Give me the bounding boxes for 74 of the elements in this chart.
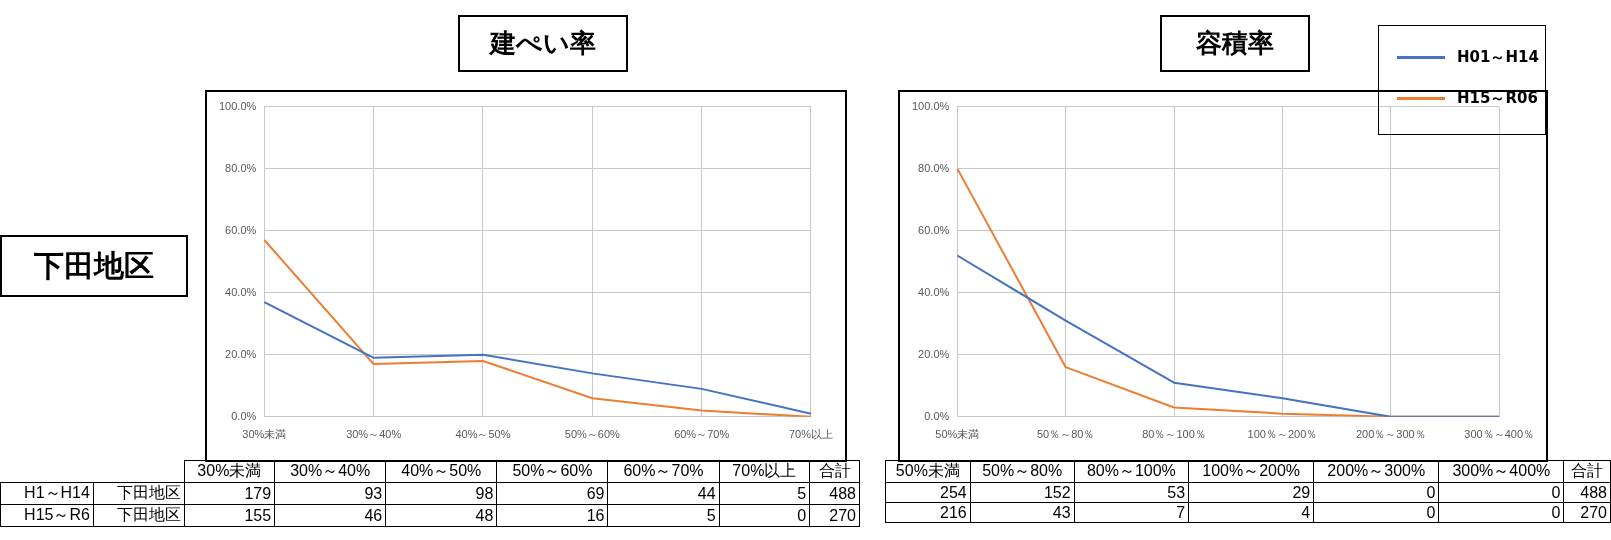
- text: 0: [719, 504, 810, 527]
- text: 0: [1438, 502, 1564, 523]
- category-label: 合計: [1563, 460, 1611, 483]
- text: 69: [496, 482, 608, 505]
- category-label: 200%～300%: [1313, 460, 1439, 483]
- x-tick-label: 80％～100％: [1142, 428, 1206, 441]
- text: 488: [1563, 482, 1611, 503]
- text: 155: [184, 504, 275, 527]
- text: 43: [970, 502, 1075, 523]
- y-tick-label: 100.0%: [219, 99, 257, 112]
- text: 0: [1313, 482, 1439, 503]
- y-tick-label: 0.0%: [924, 409, 950, 422]
- category-label: 80%～100%: [1074, 460, 1189, 483]
- text: 下田地区: [93, 504, 185, 527]
- text: 29: [1188, 482, 1314, 503]
- text: 下田地区: [0, 235, 188, 297]
- y-tick-label: 0.0%: [231, 409, 257, 422]
- category-label: 50%～80%: [970, 460, 1075, 483]
- category-label: 30%～40%: [274, 460, 386, 483]
- category-label: 70%以上: [719, 460, 810, 483]
- text: 98: [385, 482, 497, 505]
- category-label: 40%～50%: [385, 460, 497, 483]
- x-tick-label: 40%～50%: [455, 428, 511, 441]
- text: 53: [1074, 482, 1189, 503]
- text: 4: [1188, 502, 1314, 523]
- text: 0: [1313, 502, 1439, 523]
- y-tick-label: 20.0%: [918, 347, 950, 360]
- y-tick-label: 60.0%: [918, 223, 950, 236]
- x-tick-label: 30%未満: [242, 428, 287, 441]
- text: 216: [885, 502, 971, 523]
- y-tick-label: 80.0%: [918, 161, 950, 174]
- text: 254: [885, 482, 971, 503]
- category-label: 60%～70%: [607, 460, 720, 483]
- y-tick-label: 60.0%: [225, 223, 257, 236]
- x-tick-label: 200％～300％: [1355, 428, 1426, 441]
- text: 下田地区: [93, 482, 185, 505]
- text: 488: [809, 482, 860, 505]
- category-label: 合計: [809, 460, 860, 483]
- category-label: 50%未満: [885, 460, 971, 483]
- category-label: 30%未満: [184, 460, 275, 483]
- text: 270: [1563, 502, 1611, 523]
- text: 16: [496, 504, 608, 527]
- category-label: 100%～200%: [1188, 460, 1314, 483]
- text: 44: [607, 482, 720, 505]
- x-tick-label: 300％～400％: [1464, 428, 1535, 441]
- y-tick-label: 40.0%: [918, 285, 950, 298]
- y-tick-label: 40.0%: [225, 285, 257, 298]
- chart-title: 建ぺい率: [458, 15, 628, 72]
- y-tick-label: 20.0%: [225, 347, 257, 360]
- x-tick-label: 50％～80％: [1036, 428, 1095, 441]
- category-label: 300%～400%: [1438, 460, 1564, 483]
- text: 179: [184, 482, 275, 505]
- text: 46: [274, 504, 386, 527]
- text: 0: [1438, 482, 1564, 503]
- text: H15～R6: [0, 504, 94, 527]
- x-tick-label: 70%以上: [788, 428, 834, 441]
- chart-title: 容積率: [1160, 15, 1310, 72]
- text: 5: [607, 504, 720, 527]
- text: 5: [719, 482, 810, 505]
- text: H1～H14: [0, 482, 94, 505]
- text: 93: [274, 482, 386, 505]
- category-label: 50%～60%: [496, 460, 608, 483]
- y-tick-label: 100.0%: [912, 99, 950, 112]
- legend-label: H01～H14: [1457, 48, 1539, 67]
- text: 270: [809, 504, 860, 527]
- x-tick-label: 50%～60%: [564, 428, 621, 441]
- x-tick-label: 100％～200％: [1247, 428, 1318, 441]
- x-tick-label: 50%未満: [935, 428, 980, 441]
- x-tick-label: 30%～40%: [346, 428, 402, 441]
- text: 152: [970, 482, 1075, 503]
- text: 7: [1074, 502, 1189, 523]
- x-tick-label: 60%～70%: [674, 428, 730, 441]
- y-tick-label: 80.0%: [225, 161, 257, 174]
- text: 48: [385, 504, 497, 527]
